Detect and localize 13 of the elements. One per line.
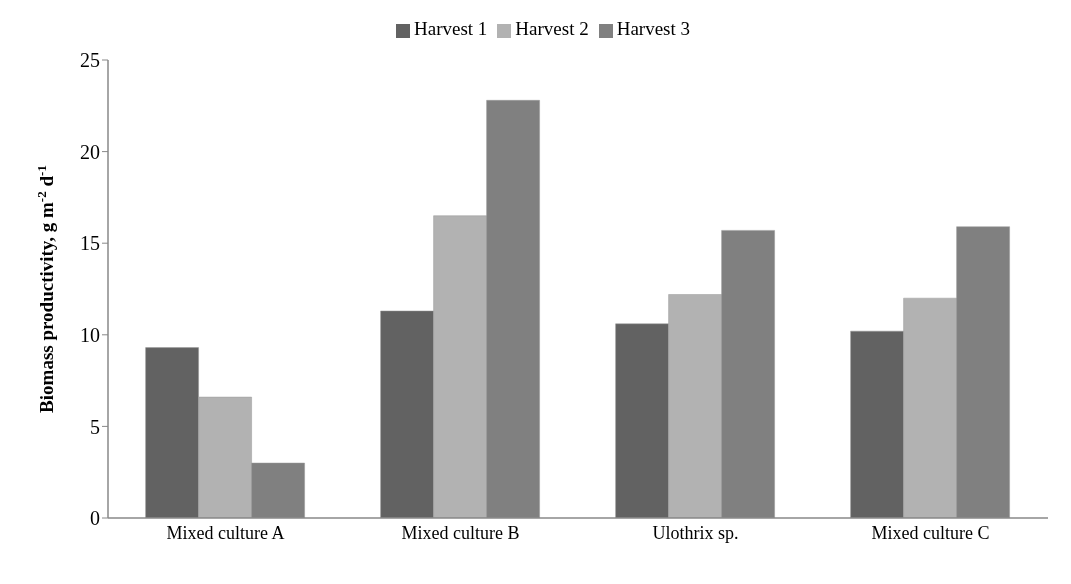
legend-label: Harvest 1 bbox=[413, 18, 488, 39]
x-tick-label: Mixed culture C bbox=[871, 522, 990, 543]
legend-label: Harvest 2 bbox=[515, 18, 589, 39]
y-tick-label: 10 bbox=[80, 323, 100, 346]
y-tick-label: 15 bbox=[80, 232, 100, 255]
x-tick-label: Ulothrix sp. bbox=[652, 522, 739, 543]
legend-label: Harvest 3 bbox=[616, 18, 691, 39]
y-tick-label: 5 bbox=[90, 415, 100, 438]
x-tick-label: Mixed culture A bbox=[166, 522, 285, 543]
x-tick-label: Mixed culture B bbox=[401, 522, 520, 543]
y-tick-label: 20 bbox=[80, 140, 100, 163]
y-tick-label: 25 bbox=[80, 49, 100, 72]
y-tick-label: 0 bbox=[90, 507, 100, 530]
